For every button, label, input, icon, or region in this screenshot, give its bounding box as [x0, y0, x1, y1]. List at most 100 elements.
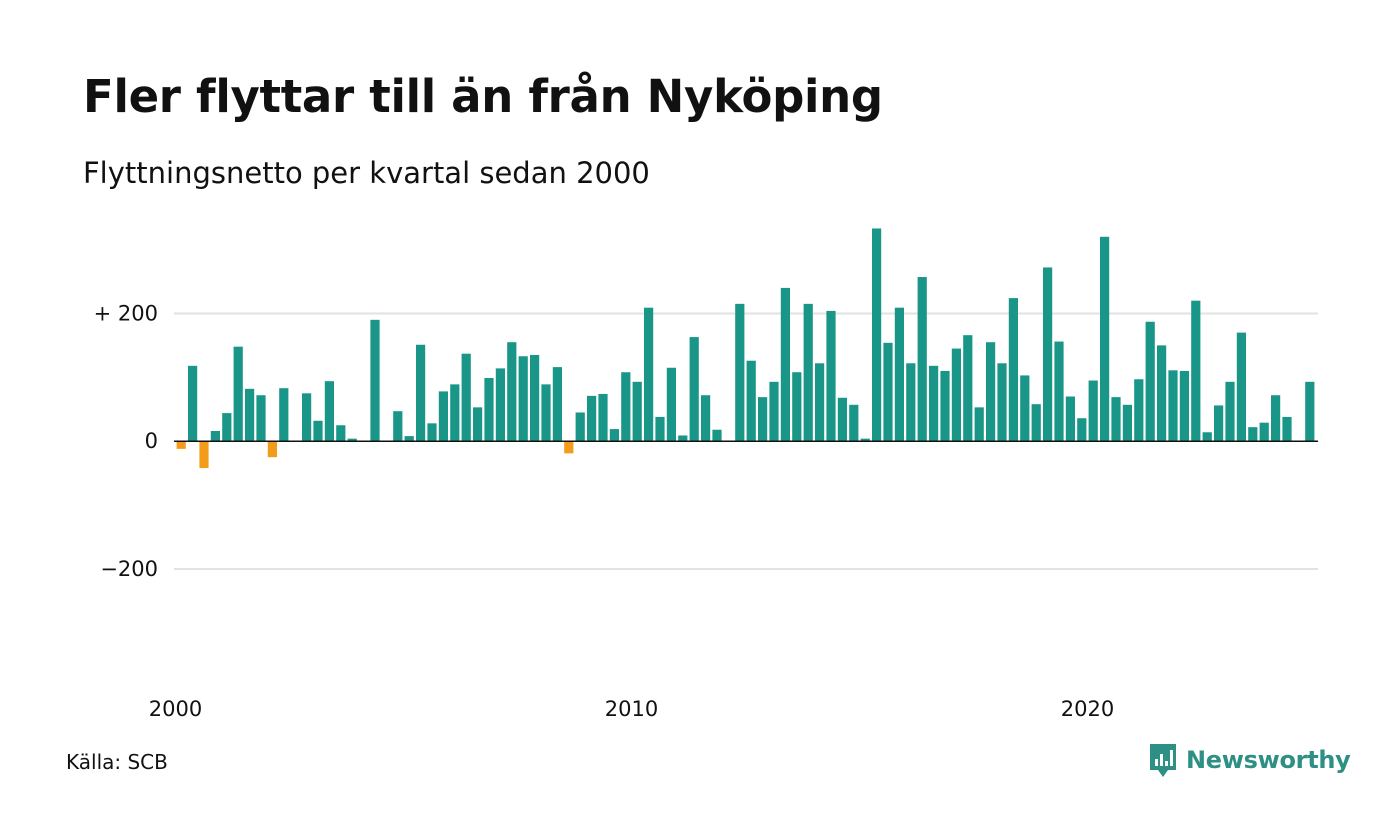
bar — [1225, 381, 1235, 442]
bar — [929, 365, 939, 442]
bar — [792, 372, 802, 442]
bar — [894, 307, 904, 442]
bar — [1305, 381, 1315, 442]
bar — [347, 438, 357, 442]
bar — [735, 303, 745, 442]
x-tick-label: 2020 — [1061, 697, 1114, 721]
bar — [1236, 332, 1246, 442]
bar — [769, 381, 779, 442]
bar — [1088, 380, 1098, 442]
bar — [1259, 422, 1269, 442]
bar — [233, 346, 243, 442]
bar — [587, 395, 597, 442]
bar — [575, 412, 585, 442]
bar — [484, 377, 494, 442]
bars — [176, 228, 1315, 469]
bar — [302, 393, 312, 442]
bar — [393, 411, 403, 442]
chart-title: Fler flyttar till än från Nyköping — [83, 70, 883, 123]
bar — [1122, 404, 1132, 442]
bar — [815, 363, 825, 442]
bar — [427, 423, 437, 442]
bar — [655, 416, 665, 442]
bar — [1214, 405, 1224, 442]
bar — [416, 344, 426, 442]
bar — [1248, 427, 1258, 442]
bar — [1100, 236, 1110, 442]
y-tick-label: −200 — [100, 557, 158, 581]
bar — [689, 337, 699, 442]
bar — [530, 354, 540, 442]
bar — [883, 342, 893, 442]
brand-logo: Newsworthy — [1148, 742, 1351, 778]
bar — [222, 413, 232, 442]
bar — [701, 395, 711, 442]
bar — [461, 353, 471, 442]
bar — [199, 441, 209, 469]
bar — [279, 388, 289, 442]
bar — [849, 404, 859, 442]
bar — [621, 372, 631, 442]
bar — [1157, 345, 1167, 442]
bar — [940, 370, 950, 442]
bar — [518, 356, 528, 442]
bar — [632, 381, 642, 442]
bar — [450, 384, 460, 442]
bar — [245, 388, 255, 442]
bar — [666, 367, 676, 442]
bar — [541, 384, 551, 442]
bar — [313, 420, 323, 442]
bar — [1202, 432, 1212, 442]
bar — [1031, 404, 1041, 442]
bar — [712, 429, 722, 442]
bar — [917, 277, 927, 442]
brand-name: Newsworthy — [1186, 746, 1351, 774]
bar — [860, 438, 870, 442]
bar — [1054, 341, 1064, 442]
bar — [758, 397, 768, 442]
bar — [1065, 396, 1075, 442]
chart-subtitle: Flyttningsnetto per kvartal sedan 2000 — [83, 156, 650, 190]
bar — [746, 360, 756, 442]
bar — [1111, 397, 1121, 442]
bar — [963, 335, 973, 442]
bar — [1145, 321, 1155, 442]
bar — [644, 307, 654, 442]
grid-lines — [174, 312, 1318, 570]
bar — [1043, 267, 1053, 442]
bar — [438, 391, 448, 442]
bar — [974, 407, 984, 442]
bar — [176, 441, 186, 449]
bar — [986, 342, 996, 442]
bar — [951, 348, 961, 442]
bar — [1077, 418, 1087, 442]
bar — [210, 431, 220, 442]
bar — [609, 429, 619, 442]
bar — [1191, 300, 1201, 442]
bar — [1168, 370, 1178, 442]
bar — [336, 425, 346, 442]
bar — [1008, 298, 1018, 442]
x-tick-label: 2010 — [605, 697, 658, 721]
bar — [780, 287, 790, 442]
bar — [507, 342, 517, 442]
bar — [997, 363, 1007, 442]
bar — [552, 367, 562, 442]
bar — [1134, 379, 1144, 442]
bar — [564, 441, 574, 454]
bar — [370, 319, 380, 442]
bar — [826, 310, 836, 442]
bar — [872, 228, 882, 442]
source-note: Källa: SCB — [66, 750, 168, 774]
bar — [495, 368, 505, 442]
y-tick-label: 0 — [145, 429, 158, 453]
axes: + 200 0 −200 2000 2010 2020 — [94, 301, 1318, 721]
bar — [1282, 416, 1292, 442]
bar — [678, 435, 688, 442]
bar — [188, 365, 198, 442]
bar — [803, 303, 813, 442]
bar — [404, 436, 414, 442]
bar — [1271, 395, 1281, 442]
bar — [906, 363, 916, 442]
